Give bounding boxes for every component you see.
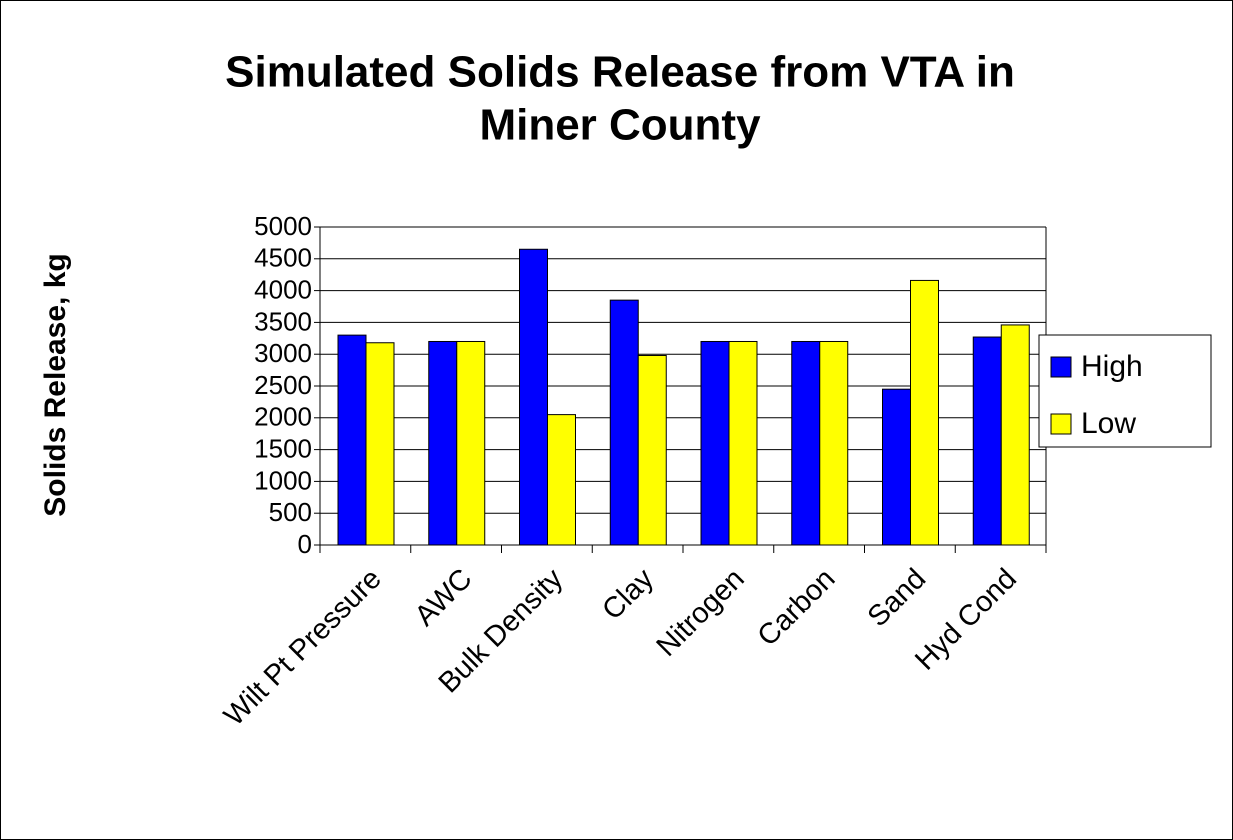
y-tick-label: 2500 <box>254 370 312 400</box>
bar <box>365 342 395 546</box>
bar <box>337 334 367 546</box>
y-tick-label: 5000 <box>254 211 312 241</box>
y-tick-label: 1000 <box>254 465 312 495</box>
bar <box>547 414 576 546</box>
chart-title: Miner County <box>479 101 761 150</box>
y-axis-label: Solids Release, kg <box>39 253 72 516</box>
y-tick-label: 3500 <box>254 306 312 336</box>
chart-title: Simulated Solids Release from VTA in <box>225 48 1015 97</box>
bar <box>456 340 486 546</box>
bar <box>428 340 458 546</box>
bar <box>1000 324 1030 546</box>
bar <box>910 279 939 546</box>
bar <box>728 340 758 546</box>
bar <box>972 336 1002 546</box>
y-tick-label: 0 <box>298 529 312 559</box>
y-tick-label: 1500 <box>254 433 312 463</box>
y-tick-label: 4500 <box>254 243 312 273</box>
y-tick-label: 2000 <box>254 402 312 432</box>
legend-label: High <box>1081 350 1143 383</box>
y-tick-label: 4000 <box>254 274 312 304</box>
bar <box>700 340 730 546</box>
legend-swatch <box>1050 413 1072 435</box>
bar <box>882 388 911 546</box>
legend-label: Low <box>1081 407 1136 440</box>
bar <box>609 299 639 546</box>
legend-swatch <box>1050 356 1072 378</box>
y-tick-label: 500 <box>269 497 312 527</box>
bar <box>637 354 667 546</box>
bar <box>791 340 821 546</box>
bar <box>819 340 849 546</box>
bar <box>519 248 548 546</box>
y-tick-label: 3000 <box>254 338 312 368</box>
